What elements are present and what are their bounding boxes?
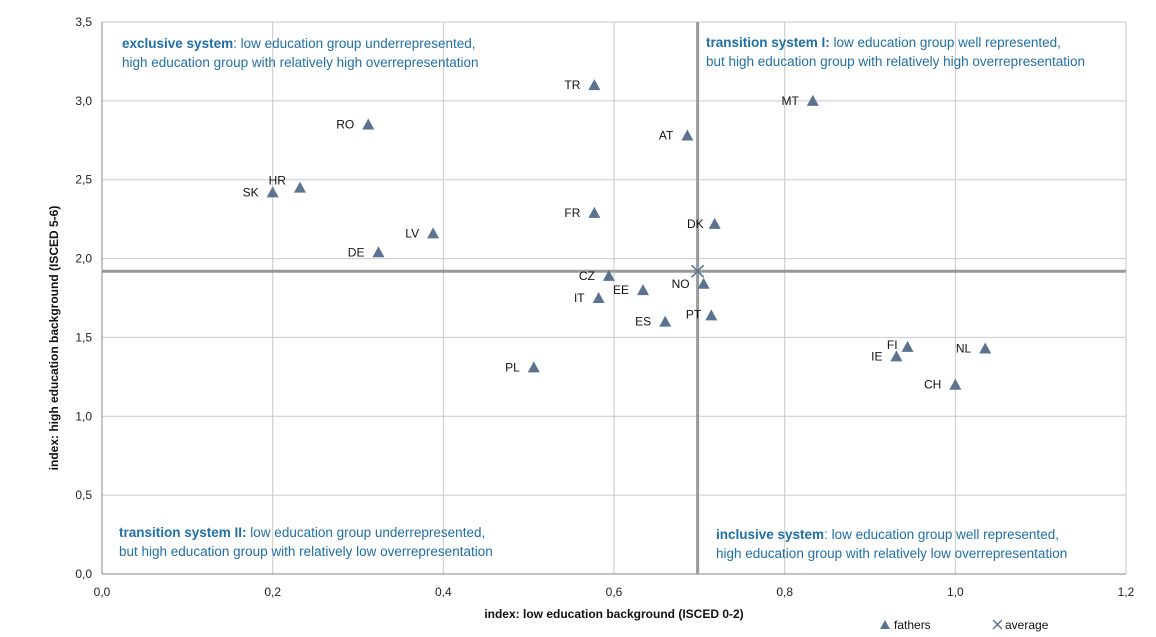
quadrant-bottom-left-line1: transition system II: low education grou… bbox=[119, 525, 485, 540]
point-label: FR bbox=[564, 206, 580, 220]
legend-average-label: average bbox=[1005, 618, 1049, 632]
point-hr bbox=[293, 181, 306, 193]
point-it bbox=[592, 292, 605, 303]
grid-lines bbox=[101, 21, 1127, 575]
quadrant-title: transition system I: bbox=[706, 35, 830, 50]
quadrant-description: low education group well represented, bbox=[830, 35, 1061, 50]
point-label: NL bbox=[956, 341, 972, 355]
x-tick-label: 0,6 bbox=[606, 585, 623, 599]
point-label: LV bbox=[405, 226, 419, 240]
point-tr bbox=[588, 79, 601, 91]
point-cz bbox=[602, 269, 615, 281]
data-points: TR MT RO AT HR SK FR DK LV DE CZ NO EE IT PT ES FI NL IE PL… bbox=[243, 78, 992, 392]
quadrant-description: : low education group well represented, bbox=[824, 527, 1059, 542]
point-pl bbox=[527, 361, 540, 373]
y-tick-label: 0,0 bbox=[75, 567, 92, 581]
point-lv bbox=[427, 227, 440, 239]
y-tick-label: 3,0 bbox=[75, 94, 92, 108]
y-axis-title: index: high education background (ISCED … bbox=[47, 206, 61, 471]
legend-fathers-label: fathers bbox=[894, 618, 931, 632]
point-label: ES bbox=[635, 315, 651, 329]
point-label: TR bbox=[564, 78, 580, 92]
quadrant-top-left-line2: high education group with relatively hig… bbox=[122, 55, 478, 70]
x-tick-label: 0,0 bbox=[94, 585, 111, 599]
y-tick-label: 1,0 bbox=[75, 409, 92, 423]
point-label: RO bbox=[336, 118, 354, 132]
point-label: EE bbox=[613, 283, 629, 297]
point-label: FI bbox=[887, 338, 898, 352]
quadrant-title: exclusive system bbox=[122, 36, 233, 51]
point-label: PT bbox=[686, 307, 702, 321]
legend: fathers average bbox=[880, 618, 1049, 632]
quadrant-title: inclusive system bbox=[716, 527, 824, 542]
point-label: IE bbox=[871, 349, 882, 363]
quadrant-description: : low education group underrepresented, bbox=[233, 36, 475, 51]
quadrant-top-left-line1: exclusive system: low education group un… bbox=[122, 36, 476, 51]
quadrant-top-right-line1: transition system I: low education group… bbox=[706, 35, 1061, 50]
point-ie bbox=[890, 350, 903, 362]
point-fi bbox=[901, 340, 914, 352]
tick-labels: 0,0 0,2 0,4 0,6 0,8 1,0 1,2 0,0 0,5 1,0 1,5 2,0 2,5 3… bbox=[75, 15, 1134, 599]
point-no bbox=[697, 277, 710, 289]
x-tick-label: 1,0 bbox=[947, 585, 964, 599]
quadrant-annotations: exclusive system: low education group un… bbox=[119, 35, 1085, 561]
point-ro bbox=[362, 118, 375, 130]
reference-lines bbox=[102, 22, 1126, 574]
quadrant-bottom-left-line2: but high education group with relatively… bbox=[119, 544, 493, 559]
quadrant-description: low education group underrepresented, bbox=[247, 525, 486, 540]
x-tick-label: 0,8 bbox=[776, 585, 793, 599]
x-axis-title: index: low education background (ISCED 0… bbox=[484, 607, 743, 621]
x-tick-label: 0,2 bbox=[264, 585, 281, 599]
point-ch bbox=[949, 378, 962, 390]
point-label: HR bbox=[269, 174, 287, 188]
y-tick-label: 1,5 bbox=[75, 330, 92, 344]
point-ee bbox=[637, 284, 650, 296]
point-fr bbox=[588, 206, 601, 218]
quadrant-title: transition system II: bbox=[119, 525, 247, 540]
quadrant-top-right-line2: but high education group with relatively… bbox=[706, 54, 1085, 69]
average-marker-stroke2 bbox=[691, 264, 705, 278]
x-tick-label: 0,4 bbox=[435, 585, 452, 599]
point-pt bbox=[705, 309, 718, 321]
legend-x-icon-b bbox=[992, 619, 1003, 630]
point-label: DK bbox=[687, 217, 704, 231]
point-label: IT bbox=[574, 291, 585, 305]
point-at bbox=[681, 129, 694, 141]
point-sk bbox=[266, 186, 279, 198]
point-label: SK bbox=[243, 185, 259, 199]
y-tick-label: 2,0 bbox=[75, 252, 92, 266]
point-nl bbox=[979, 342, 992, 354]
quadrant-bottom-right-line2: high education group with relatively low… bbox=[716, 546, 1067, 561]
x-tick-label: 1,2 bbox=[1118, 585, 1135, 599]
legend-triangle-icon bbox=[880, 620, 890, 629]
point-label: NO bbox=[672, 277, 690, 291]
y-tick-label: 0,5 bbox=[75, 488, 92, 502]
point-label: AT bbox=[659, 129, 674, 143]
point-label: MT bbox=[781, 94, 799, 108]
quadrant-bottom-right-line1: inclusive system: low education group we… bbox=[716, 527, 1059, 542]
point-label: CH bbox=[924, 378, 941, 392]
point-es bbox=[659, 315, 672, 327]
y-tick-label: 2,5 bbox=[75, 173, 92, 187]
point-label: PL bbox=[505, 360, 520, 374]
point-mt bbox=[806, 94, 819, 106]
point-label: CZ bbox=[579, 269, 595, 283]
y-tick-label: 3,5 bbox=[75, 15, 92, 29]
point-label: DE bbox=[348, 245, 365, 259]
point-dk bbox=[708, 217, 721, 229]
point-de bbox=[372, 246, 385, 258]
